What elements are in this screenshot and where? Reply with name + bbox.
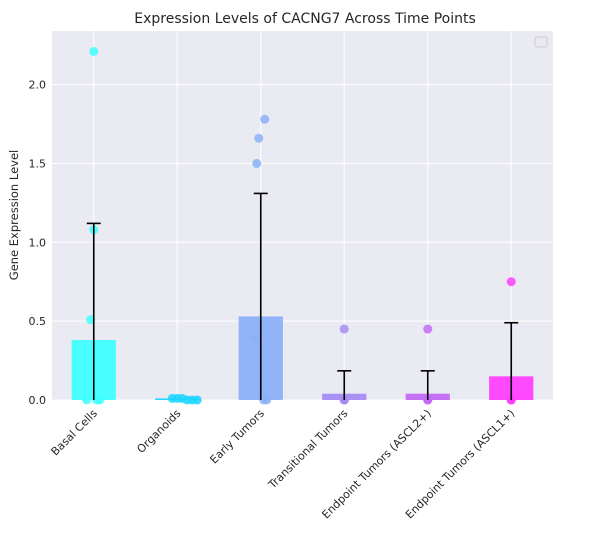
- y-tick-label: 1.5: [29, 157, 47, 170]
- x-tick-labels: Basal Cells Organoids Early Tumors Transiti…: [49, 407, 518, 522]
- x-tick-label: Basal Cells: [49, 407, 101, 459]
- data-point: [339, 324, 349, 334]
- data-point: [89, 47, 99, 56]
- y-tick-label: 0.5: [29, 315, 47, 328]
- data-point: [423, 324, 433, 334]
- y-tick-label: 2.0: [29, 79, 47, 92]
- y-tick-label: 0.0: [29, 394, 47, 407]
- data-point: [82, 395, 92, 405]
- chart-title: Expression Levels of CACNG7 Across Time …: [134, 11, 476, 27]
- error-bars: [86, 192, 519, 400]
- error-bar: [86, 222, 101, 400]
- legend-box: [534, 36, 548, 48]
- x-tick-label: Early Tumors: [207, 407, 267, 467]
- error-bar: [420, 370, 435, 400]
- data-point: [506, 277, 516, 287]
- data-point: [260, 114, 270, 124]
- data-point: [254, 133, 264, 143]
- x-tick-label: Transitional Tumors: [265, 407, 350, 492]
- data-point: [249, 334, 259, 343]
- error-bar: [504, 321, 519, 400]
- data-point: [262, 395, 272, 405]
- y-tick-labels: 0.0 0.5 1.0 1.5 2.0: [29, 79, 47, 407]
- error-bar: [337, 370, 352, 400]
- x-tick-label: Organoids: [134, 407, 183, 456]
- error-bar: [253, 192, 268, 400]
- y-tick-label: 1.0: [29, 236, 47, 249]
- data-point: [192, 395, 202, 405]
- data-point: [95, 395, 105, 405]
- grid-lines: [52, 31, 553, 401]
- plot-area: [52, 31, 553, 400]
- data-point: [252, 158, 262, 168]
- y-axis-label: Gene Expression Level: [7, 150, 21, 280]
